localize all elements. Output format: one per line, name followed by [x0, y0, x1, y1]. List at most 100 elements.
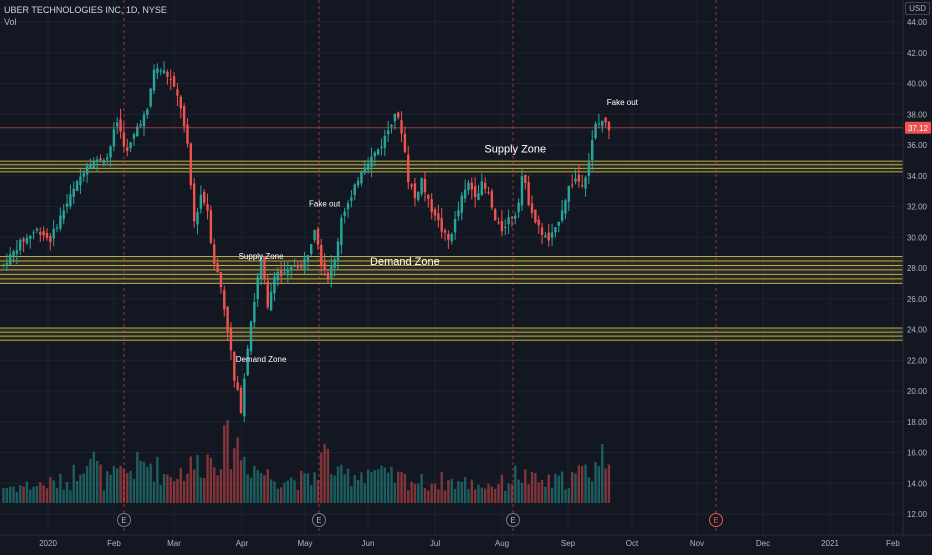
candle-body	[430, 199, 433, 213]
candle-body	[276, 271, 279, 281]
volume-bar	[584, 464, 587, 503]
price-tick-label: 42.00	[907, 49, 928, 58]
candle-body	[574, 178, 577, 182]
earnings-marker-icon	[506, 513, 520, 527]
volume-bar	[500, 474, 504, 503]
volume-bar	[263, 475, 266, 503]
candle-body	[407, 154, 410, 183]
candle-body	[473, 186, 477, 198]
candle-body	[8, 254, 12, 265]
volume-bar	[437, 489, 440, 503]
volume-bar	[463, 477, 467, 503]
candle-body	[604, 117, 607, 123]
candle-body	[550, 232, 554, 238]
candle-body	[413, 183, 417, 199]
time-tick-label: Oct	[626, 539, 639, 548]
volume-bar	[65, 482, 69, 503]
volume-bar	[196, 455, 199, 503]
volume-bar	[166, 474, 169, 503]
volume-bar	[92, 451, 96, 503]
candle-body	[162, 70, 166, 74]
price-axis[interactable]: 44.00 42.00 40.00 38.00 36.00 34.00 32.00 30.00…	[907, 18, 928, 519]
volume-bar	[534, 473, 537, 503]
volume-bar	[119, 465, 122, 503]
volume-bar	[427, 490, 430, 503]
candle-body	[450, 233, 453, 242]
volume-bar	[79, 474, 82, 503]
candle-body	[49, 235, 52, 243]
price-tick-label: 26.00	[907, 295, 928, 304]
volume-bar	[497, 484, 500, 503]
candle-body	[427, 194, 430, 199]
volume-bar	[32, 486, 35, 503]
volume-bar	[286, 480, 290, 503]
volume-bar	[199, 477, 203, 503]
candle-body	[310, 244, 313, 254]
volume-bar	[246, 474, 249, 503]
candle-body	[92, 161, 96, 169]
candle-body	[386, 130, 390, 135]
volume-bar	[601, 443, 604, 503]
candle-body	[12, 251, 15, 257]
candle-body	[286, 269, 290, 273]
price-tick-label: 38.00	[907, 110, 928, 119]
candle-body	[25, 237, 29, 244]
volume-bar	[15, 491, 19, 503]
volume-bar	[467, 489, 470, 503]
candle-body	[313, 229, 316, 241]
volume-bar	[480, 487, 484, 503]
candle-body	[95, 159, 99, 162]
candle-body	[467, 182, 470, 191]
candle-body	[584, 177, 587, 189]
annotation-label: Supply Zone	[484, 144, 546, 156]
volume-bar	[132, 478, 136, 503]
price-tick-label: 12.00	[907, 510, 928, 519]
candle-body	[420, 177, 423, 194]
volume-bar	[527, 484, 530, 503]
chart-legend[interactable]: UBER TECHNOLOGIES INC, 1D, NYSE Vol	[4, 4, 167, 28]
candle-body	[169, 78, 172, 80]
volume-bar	[152, 481, 156, 503]
candle-body	[273, 276, 276, 294]
volume-bar	[59, 473, 62, 503]
symbol-title[interactable]: UBER TECHNOLOGIES INC, 1D, NYSE	[4, 5, 167, 15]
volume-bar	[29, 489, 32, 503]
volume-bar	[182, 480, 186, 503]
candle-body	[350, 197, 353, 201]
candle-body	[393, 113, 397, 122]
volume-bar	[356, 479, 360, 503]
volume-bar	[547, 474, 550, 503]
candle-body	[199, 194, 203, 209]
candle-body	[463, 189, 467, 199]
currency-badge[interactable]: USD	[905, 2, 930, 15]
earnings-marker-label: E	[713, 516, 718, 525]
candle-body	[32, 232, 35, 234]
volume-bar	[403, 473, 407, 503]
candle-body	[69, 194, 72, 207]
volume-bar	[85, 465, 89, 503]
candle-body	[530, 203, 534, 213]
candle-body	[159, 70, 162, 72]
time-tick-label: Apr	[236, 539, 249, 548]
time-axis[interactable]: 2020 Feb Mar Apr May Jun Jul Aug Sep Oct Nov Dec 202…	[39, 539, 900, 548]
candle-body	[510, 217, 514, 219]
candle-body	[279, 269, 283, 277]
volume-bar	[19, 485, 22, 503]
volume-bar	[69, 490, 72, 503]
candle-body	[320, 244, 323, 267]
price-tick-label: 28.00	[907, 264, 928, 273]
candle-body	[507, 217, 510, 225]
candle-body	[109, 146, 112, 158]
candle-body	[179, 96, 182, 109]
volume-bar	[494, 488, 497, 503]
candle-body	[112, 129, 116, 147]
candle-body	[326, 272, 330, 279]
candle-body	[363, 167, 366, 174]
annotation-label: Demand Zone	[236, 355, 287, 364]
volume-label[interactable]: Vol	[4, 17, 17, 27]
time-axis-background	[0, 535, 932, 550]
